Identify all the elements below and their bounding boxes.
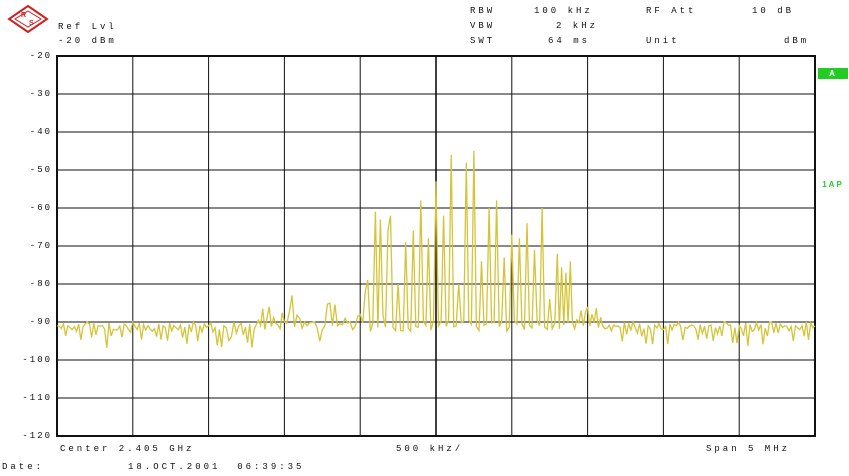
y-tick-label: -60 (29, 203, 52, 213)
unit-value: dBm (784, 36, 810, 46)
y-tick-label: -40 (29, 127, 52, 137)
unit-label: Unit (646, 36, 680, 46)
vbw-value: 2 kHz (556, 21, 599, 31)
swt-label: SWT (470, 36, 496, 46)
rbw-value: 100 kHz (534, 6, 593, 16)
vbw-label: VBW (470, 21, 496, 31)
spectrum-trace (56, 150, 816, 348)
plot-frame (56, 55, 816, 437)
swt-value: 64 ms (548, 36, 591, 46)
y-tick-label: -20 (29, 51, 52, 61)
y-tick-label: -90 (29, 317, 52, 327)
rf-att-label: RF Att (646, 6, 697, 16)
svg-text:S: S (29, 20, 34, 27)
rf-att-value: 10 dB (752, 6, 795, 16)
y-tick-label: -30 (29, 89, 52, 99)
date-label: Date: (2, 462, 45, 472)
y-tick-label: -110 (22, 393, 52, 403)
y-tick-label: -70 (29, 241, 52, 251)
ref-level-label: Ref Lvl (58, 22, 117, 32)
y-tick-label: -120 (22, 431, 52, 441)
svg-text:R: R (21, 12, 26, 19)
ref-level-value: -20 dBm (58, 36, 117, 46)
detector-badge: 1AP (822, 180, 844, 189)
y-tick-label: -100 (22, 355, 52, 365)
y-tick-label: -80 (29, 279, 52, 289)
span-label: Span 5 MHz (706, 444, 791, 454)
date-value: 18.OCT.2001 06:39:35 (128, 462, 305, 472)
rbw-label: RBW (470, 6, 496, 16)
center-frequency: Center 2.405 GHz (60, 444, 195, 454)
trace-a-badge: A (818, 68, 848, 79)
division-label: 500 kHz/ (396, 444, 464, 454)
y-tick-label: -50 (29, 165, 52, 175)
rohde-schwarz-logo: R S (7, 4, 49, 34)
